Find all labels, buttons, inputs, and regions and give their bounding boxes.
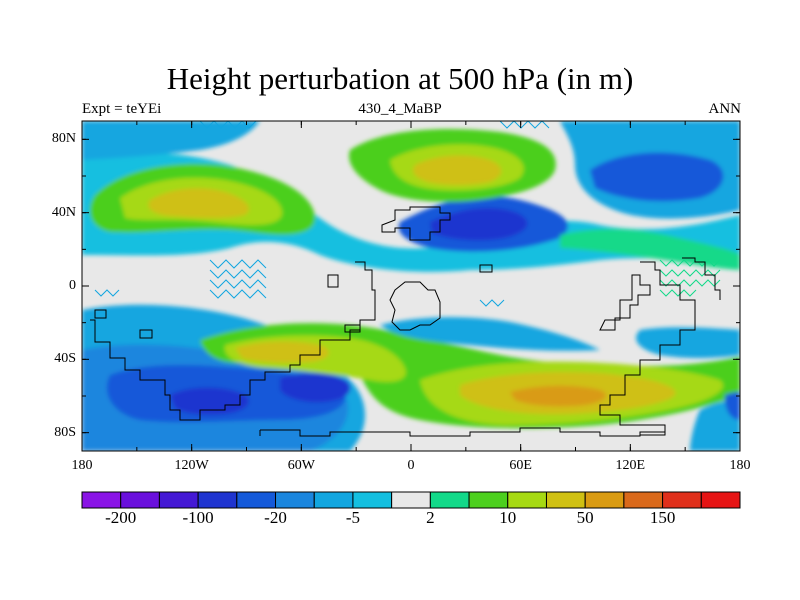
colorbar-boxes: [81, 491, 741, 509]
stippling: [94, 121, 721, 307]
nh-warm-blob-east-peak: [413, 155, 502, 185]
colorbar-label-6: 50: [576, 508, 594, 527]
sh-warm-band-peak: [235, 341, 329, 363]
longitude-label-60w: 60W: [287, 458, 315, 473]
colorbar-box-13: [584, 491, 625, 509]
latitude-label-0: 0: [69, 278, 76, 293]
plot-title: Height perturbation at 500 hPa (in m): [166, 61, 634, 96]
stipple-atlantic: [94, 289, 505, 307]
longitude-label-180: 180: [729, 458, 751, 473]
central-tropics-cold: [380, 317, 600, 351]
colorbar-box-11: [507, 491, 547, 509]
contour-fill: [82, 121, 740, 451]
nh-cold-core-2: [430, 207, 528, 241]
small-island-5: [344, 324, 361, 333]
season-label: ANN: [708, 101, 742, 117]
axis-ticks: [81, 121, 741, 451]
sh-cold-peak-west-2: [280, 373, 351, 403]
sh-cold-band-east-south: [690, 400, 740, 451]
polar-cap: [82, 121, 260, 160]
longitude-label-120w: 120W: [174, 458, 209, 473]
colorbar-box-0: [81, 491, 122, 509]
colorbar-box-8: [391, 491, 431, 509]
colorbar-box-3: [197, 491, 238, 509]
stipple-pacific-west: [209, 259, 267, 299]
time-period-label: 430_4_MaBP: [358, 101, 442, 117]
latitude-label-40s: 40S: [54, 351, 76, 367]
sh-cold-core-east: [724, 392, 740, 420]
small-island-4: [139, 329, 153, 339]
colorbar-box-4: [236, 491, 277, 509]
filled-contours: [82, 121, 740, 451]
stipple-pacific-east: [659, 259, 721, 297]
asia-east-coast: [599, 261, 696, 436]
australia-coast: [599, 274, 651, 331]
colorbar-box-1: [120, 491, 160, 509]
stipple-north: [199, 121, 550, 129]
sh-cold-band-east: [636, 327, 740, 359]
colorbar-box-7: [352, 491, 393, 509]
colorbar-label-7: 150: [649, 508, 676, 527]
latitude-label-80n: 80N: [51, 131, 76, 147]
small-island-2: [479, 264, 493, 273]
sh-cold-peak-west: [170, 387, 249, 415]
longitude-label-0: 0: [407, 458, 415, 473]
colorbar-label-1: -100: [182, 508, 214, 527]
latitude-label-80s: 80S: [54, 424, 76, 440]
colorbar-box-2: [158, 491, 199, 509]
colorbar-box-12: [545, 491, 586, 509]
colorbar-box-5: [275, 491, 315, 509]
colorbar-box-15: [662, 491, 702, 509]
polar-cap-east-core: [590, 152, 724, 202]
colorbar-box-6: [313, 491, 354, 509]
colorbar-label-5: 10: [499, 508, 517, 527]
longitude-label-60e: 60E: [509, 458, 532, 473]
small-island-3: [94, 309, 107, 319]
nh-warm-blob-west-peak: [148, 188, 249, 219]
colorbar-label-3: -5: [345, 508, 361, 527]
africa-coast: [389, 281, 441, 331]
colorbar-box-9: [429, 491, 470, 509]
colorbar-label-4: 2: [426, 508, 435, 527]
antarctica-coast: [259, 427, 665, 437]
sh-warm-pacific-peak: [510, 385, 606, 407]
colorbar-label-2: -20: [264, 508, 287, 527]
colorbar-box-14: [623, 491, 664, 509]
longitude-label-120e: 120E: [615, 458, 646, 473]
asia-east-coast-2: [682, 257, 721, 300]
colorbar-box-16: [700, 491, 741, 509]
colorbar-label-0: -200: [105, 508, 137, 527]
coastlines: [90, 206, 721, 437]
latitude-label-40n: 40N: [51, 204, 76, 220]
colorbar-box-10: [468, 491, 509, 509]
americas-coast: [90, 261, 376, 421]
small-island-1: [327, 274, 339, 288]
eurasia-coast: [381, 206, 451, 241]
experiment-label: Expt = teYEi: [82, 101, 162, 117]
longitude-label-180: 180: [71, 458, 93, 473]
